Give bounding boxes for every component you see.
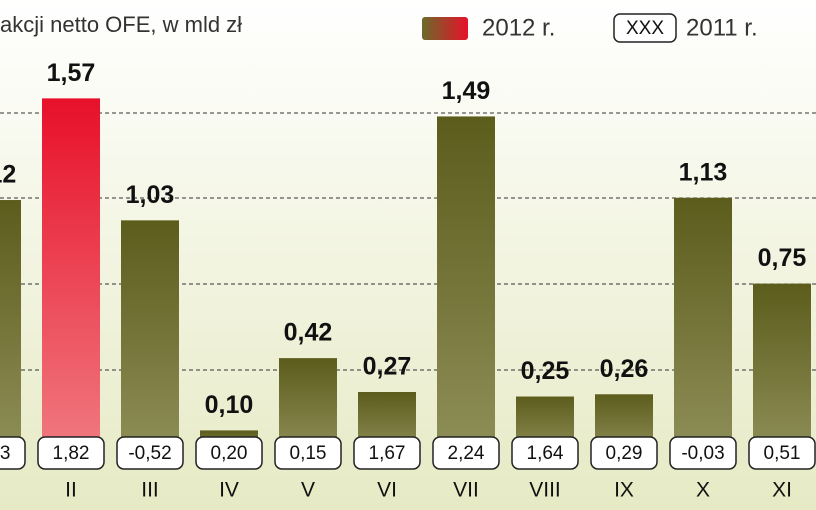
prev-year-label: 0,29 [606, 443, 643, 464]
bar [0, 200, 21, 453]
x-tick-label: VIII [529, 479, 561, 502]
legend-swatch [422, 17, 468, 40]
bar [753, 283, 811, 453]
value-label: 0,27 [363, 353, 412, 381]
value-label: 1,12 [0, 161, 16, 189]
value-label: 0,10 [205, 391, 254, 419]
value-label: 1,57 [47, 59, 96, 87]
x-tick-label: III [141, 479, 159, 502]
x-tick-label: VI [377, 479, 397, 502]
x-tick-label: V [301, 479, 315, 502]
prev-year-label: 1,82 [53, 443, 90, 464]
legend-swatch [613, 13, 677, 43]
value-label: 0,25 [521, 357, 570, 385]
prev-year-box [37, 436, 105, 470]
prev-year-label: 2,24 [448, 443, 485, 464]
value-label: 0,75 [758, 244, 807, 272]
bar [121, 220, 179, 453]
prev-year-label: 1,64 [527, 443, 564, 464]
prev-year-box [432, 436, 500, 470]
prev-year-label: 1,67 [369, 443, 406, 464]
prev-year-box [669, 436, 737, 470]
x-tick-label: IX [614, 479, 634, 502]
prev-year-box [353, 436, 421, 470]
prev-year-box [116, 436, 184, 470]
value-label: 1,13 [679, 158, 728, 186]
value-label: 1,03 [126, 181, 175, 209]
prev-year-box [195, 436, 263, 470]
prev-year-label: -0,52 [128, 443, 171, 464]
prev-year-box [274, 436, 342, 470]
prev-year-box [511, 436, 579, 470]
legend-label: 2011 r. [686, 14, 758, 41]
prev-year-label: 0,13 [0, 443, 10, 464]
prev-year-label: 0,15 [290, 443, 327, 464]
x-tick-label: XI [772, 479, 792, 502]
prev-year-label: -0,03 [681, 443, 724, 464]
bar [674, 197, 732, 453]
prev-year-label: 0,20 [211, 443, 248, 464]
x-tick-label: VII [453, 479, 479, 502]
value-label: 0,26 [600, 355, 649, 383]
bar [42, 98, 100, 453]
value-label: 1,49 [442, 77, 491, 105]
prev-year-label: 0,51 [764, 443, 801, 464]
chart-title: akcji netto OFE, w mld zł [0, 12, 242, 37]
x-tick-label: X [696, 479, 710, 502]
x-tick-label: IV [219, 479, 239, 502]
legend-sample: XXX [626, 18, 664, 39]
prev-year-box [590, 436, 658, 470]
prev-year-box [0, 436, 26, 470]
prev-year-box [748, 436, 816, 470]
value-label: 0,42 [284, 319, 333, 347]
bar [437, 116, 495, 453]
legend-label: 2012 r. [482, 14, 555, 41]
x-tick-label: II [65, 479, 77, 502]
